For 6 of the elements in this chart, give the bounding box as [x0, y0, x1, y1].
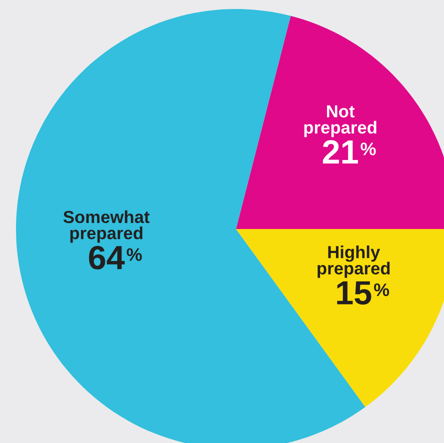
slice-label: Highly prepared [318, 245, 390, 278]
slice-label: Not prepared [304, 105, 376, 138]
data-label: 64% [89, 246, 142, 270]
slice-label: Somewhat prepared [63, 210, 150, 243]
data-label: 15% [337, 281, 390, 305]
data-label: 21% [322, 140, 376, 164]
